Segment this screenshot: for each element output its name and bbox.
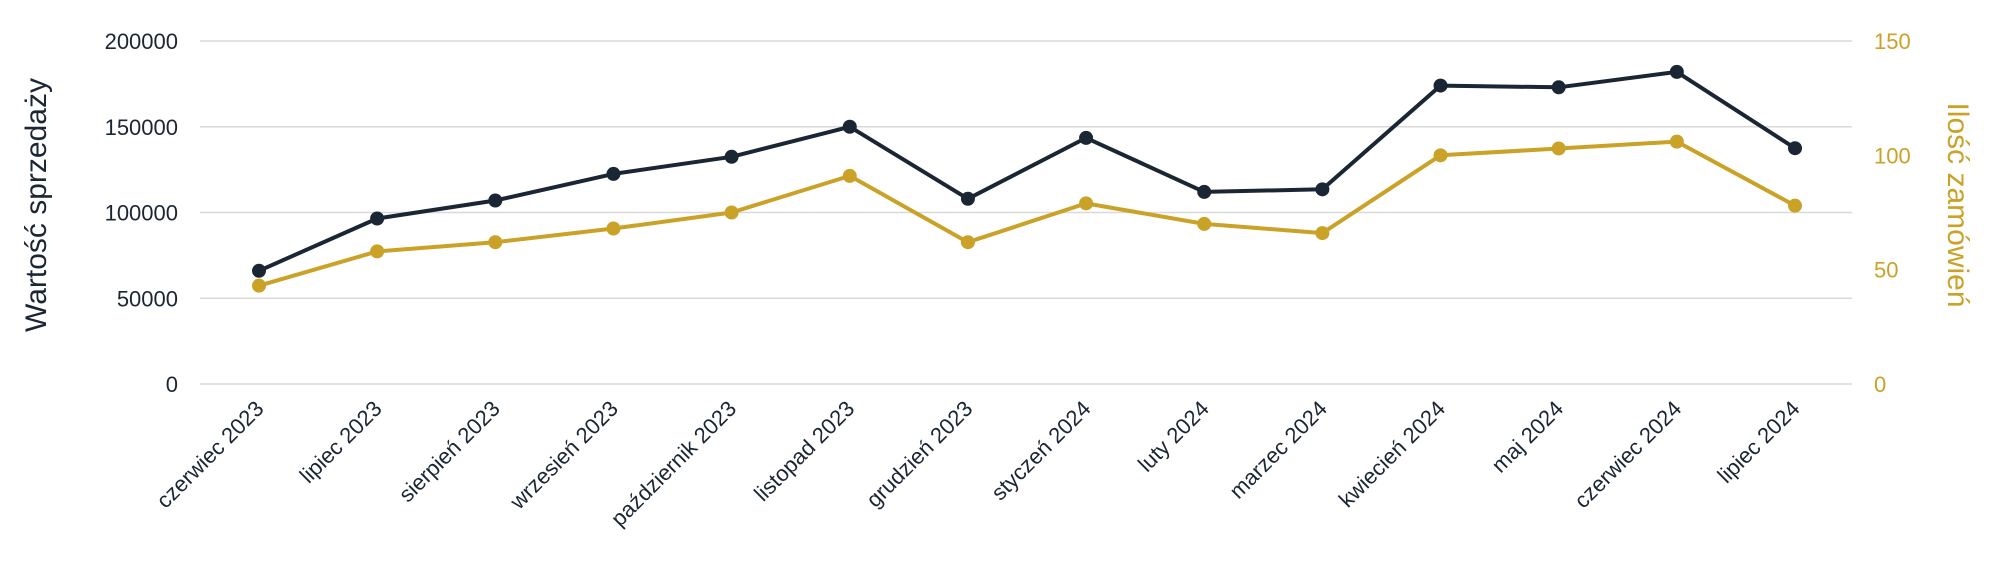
left-tick-label: 0 <box>166 372 178 397</box>
right-axis-title: Ilość zamówień <box>1941 102 1974 307</box>
right-tick-label: 100 <box>1874 143 1911 168</box>
x-tick-label: lipiec 2024 <box>1712 396 1804 488</box>
gridlines <box>200 40 1852 385</box>
data-point-sales <box>1551 80 1566 95</box>
data-point-orders <box>488 235 503 250</box>
data-point-orders <box>724 205 739 220</box>
x-tick-label: maj 2024 <box>1487 396 1569 478</box>
left-axis-title: Wartość sprzedaży <box>20 78 53 332</box>
data-point-orders <box>1197 216 1212 231</box>
data-point-sales <box>1669 64 1684 79</box>
data-point-orders <box>1079 196 1094 211</box>
data-point-orders <box>252 278 266 293</box>
x-tick-label: listopad 2023 <box>749 396 859 506</box>
left-tick-label: 50000 <box>117 286 178 311</box>
x-tick-label: marzec 2024 <box>1224 396 1332 504</box>
data-point-sales <box>370 211 385 226</box>
data-point-orders <box>1315 226 1330 241</box>
x-tick-label: styczeń 2024 <box>986 396 1095 505</box>
x-tick-label: lipiec 2023 <box>295 396 387 488</box>
series-lines <box>258 69 1797 288</box>
data-point-sales <box>1315 182 1330 197</box>
data-point-sales <box>1079 130 1094 145</box>
left-tick-label: 150000 <box>105 115 178 140</box>
data-point-orders <box>1433 148 1448 163</box>
right-axis-ticks: 0 50 100 150 <box>1874 29 1911 397</box>
left-tick-label: 100000 <box>105 201 178 226</box>
data-point-orders <box>1669 134 1684 149</box>
data-point-orders <box>1788 198 1802 213</box>
data-point-sales <box>1788 141 1802 156</box>
data-point-orders <box>960 235 975 250</box>
x-tick-label: grudzień 2023 <box>861 396 977 512</box>
left-axis-ticks: 0 50000 100000 150000 200000 <box>105 29 178 397</box>
data-point-orders <box>606 221 621 236</box>
data-point-sales <box>1197 184 1212 199</box>
series-line-sales <box>258 69 1797 273</box>
data-point-sales <box>960 191 975 206</box>
x-tick-label: luty 2024 <box>1133 396 1214 477</box>
data-point-orders <box>842 168 857 183</box>
x-tick-label: październik 2023 <box>606 396 741 531</box>
x-tick-label: sierpień 2023 <box>394 396 505 507</box>
right-tick-label: 0 <box>1874 372 1886 397</box>
left-tick-label: 200000 <box>105 29 178 54</box>
x-tick-label: wrzesień 2023 <box>504 396 623 515</box>
data-point-sales <box>606 166 621 181</box>
data-point-sales <box>488 193 503 208</box>
data-point-sales <box>842 119 857 134</box>
right-tick-label: 150 <box>1874 29 1911 54</box>
data-point-sales <box>252 263 266 278</box>
x-tick-label: czerwiec 2023 <box>151 396 268 513</box>
series-line-orders <box>258 139 1796 288</box>
x-tick-label: czerwiec 2024 <box>1569 396 1686 513</box>
data-point-sales <box>1433 78 1448 93</box>
data-point-orders <box>370 244 385 259</box>
data-point-sales <box>724 149 739 164</box>
x-axis-ticks: czerwiec 2023 lipiec 2023 sierpień 2023 wrz… <box>151 396 1804 531</box>
right-tick-label: 50 <box>1874 258 1898 283</box>
data-point-orders <box>1551 141 1566 156</box>
series-points <box>252 64 1802 293</box>
x-tick-label: kwiecień 2024 <box>1334 396 1450 512</box>
